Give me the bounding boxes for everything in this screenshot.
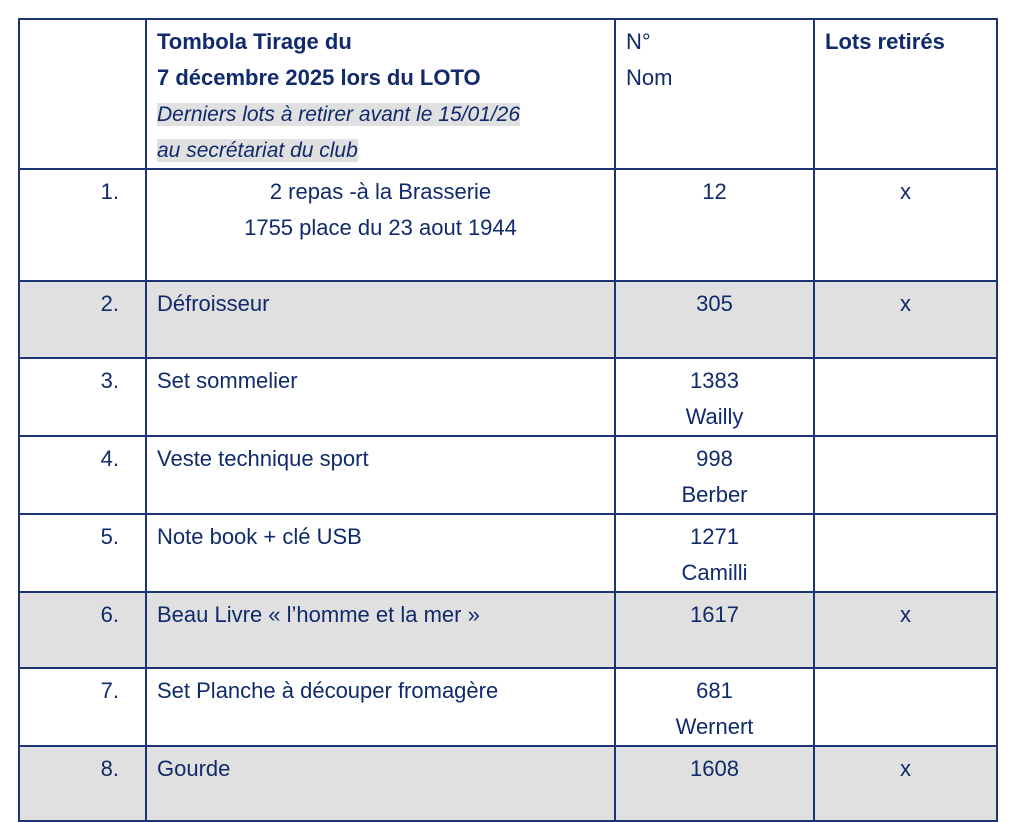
lot-description: Défroisseur xyxy=(157,291,270,316)
retired-mark: x xyxy=(813,745,998,822)
winner-name: Wailly xyxy=(685,404,744,429)
lot-cell: Beau Livre « l’homme et la mer » xyxy=(145,591,616,669)
header-number-cell: N° Nom xyxy=(614,18,815,170)
row-index: 7. xyxy=(18,667,147,747)
lot-cell: Gourde xyxy=(145,745,616,822)
lot-cell: Set sommelier xyxy=(145,357,616,437)
lot-cell: Veste technique sport xyxy=(145,435,616,515)
ticket-number: 1617 xyxy=(690,602,739,627)
winner-name: Wernert xyxy=(675,714,754,739)
row-index: 5. xyxy=(18,513,147,593)
winner-cell: 12 xyxy=(614,168,815,282)
retired-mark xyxy=(813,435,998,515)
lot-address: 1755 place du 23 aout 1944 xyxy=(244,215,517,240)
table-row: 5. Note book + clé USB 1271 Camilli xyxy=(18,513,998,593)
ticket-number: 1608 xyxy=(690,756,739,781)
header-title-cell: Tombola Tirage du 7 décembre 2025 lors d… xyxy=(145,18,616,170)
ticket-number: 1271 xyxy=(690,524,739,549)
row-index: 4. xyxy=(18,435,147,515)
lot-description: Set sommelier xyxy=(157,368,298,393)
ticket-number: 1383 xyxy=(690,368,739,393)
winner-cell: 305 xyxy=(614,280,815,359)
table-row: 3. Set sommelier 1383 Wailly xyxy=(18,357,998,437)
table-row: 6. Beau Livre « l’homme et la mer » 1617 x xyxy=(18,591,998,669)
lot-cell: Défroisseur xyxy=(145,280,616,359)
note-line1: Derniers lots à retirer avant le 15/01/2… xyxy=(157,103,521,126)
lot-description: Gourde xyxy=(157,756,231,781)
retired-mark: x xyxy=(813,591,998,669)
winner-cell: 1608 xyxy=(614,745,815,822)
table-row: 8. Gourde 1608 x xyxy=(18,745,998,822)
table-row: 4. Veste technique sport 998 Berber xyxy=(18,435,998,515)
retired-mark: x xyxy=(813,168,998,282)
retired-mark xyxy=(813,357,998,437)
ticket-number: 998 xyxy=(696,446,733,471)
title-line1: Tombola Tirage du xyxy=(157,29,352,54)
tombola-table: Tombola Tirage du 7 décembre 2025 lors d… xyxy=(18,18,998,822)
title-line2: 7 décembre 2025 lors du LOTO xyxy=(157,65,481,90)
lot-description: Set Planche à découper fromagère xyxy=(157,678,499,703)
ticket-number: 681 xyxy=(696,678,733,703)
table-row: 7. Set Planche à découper fromagère 681 Wer… xyxy=(18,667,998,747)
row-index: 6. xyxy=(18,591,147,669)
note-line2: au secrétariat du club xyxy=(157,139,358,162)
lot-description: Beau Livre « l’homme et la mer » xyxy=(157,602,480,627)
header-retired: Lots retirés xyxy=(813,18,998,170)
winner-cell: 1271 Camilli xyxy=(614,513,815,593)
retired-mark xyxy=(813,513,998,593)
winner-name: Berber xyxy=(681,482,748,507)
lot-cell: 2 repas -à la Brasserie 1755 place du 23 … xyxy=(145,168,616,282)
lot-cell: Note book + clé USB xyxy=(145,513,616,593)
winner-cell: 1617 xyxy=(614,591,815,669)
lot-description: 2 repas -à la Brasserie xyxy=(269,179,492,204)
table-row: 1. 2 repas -à la Brasserie 1755 place du 2… xyxy=(18,168,998,282)
retired-mark xyxy=(813,667,998,747)
ticket-number: 305 xyxy=(696,291,733,316)
row-index: 8. xyxy=(18,745,147,822)
lot-description: Veste technique sport xyxy=(157,446,369,471)
winner-cell: 1383 Wailly xyxy=(614,357,815,437)
winner-name: Camilli xyxy=(681,560,748,585)
table-row: 2. Défroisseur 305 x xyxy=(18,280,998,359)
retired-mark: x xyxy=(813,280,998,359)
header-number: N° xyxy=(626,29,651,54)
row-index: 2. xyxy=(18,280,147,359)
lot-description: Note book + clé USB xyxy=(157,524,362,549)
header-name: Nom xyxy=(626,65,673,90)
header-row: Tombola Tirage du 7 décembre 2025 lors d… xyxy=(18,18,998,170)
header-index-cell xyxy=(18,18,147,170)
lot-cell: Set Planche à découper fromagère xyxy=(145,667,616,747)
ticket-number: 12 xyxy=(702,179,727,204)
row-index: 1. xyxy=(18,168,147,282)
row-index: 3. xyxy=(18,357,147,437)
winner-cell: 681 Wernert xyxy=(614,667,815,747)
winner-cell: 998 Berber xyxy=(614,435,815,515)
